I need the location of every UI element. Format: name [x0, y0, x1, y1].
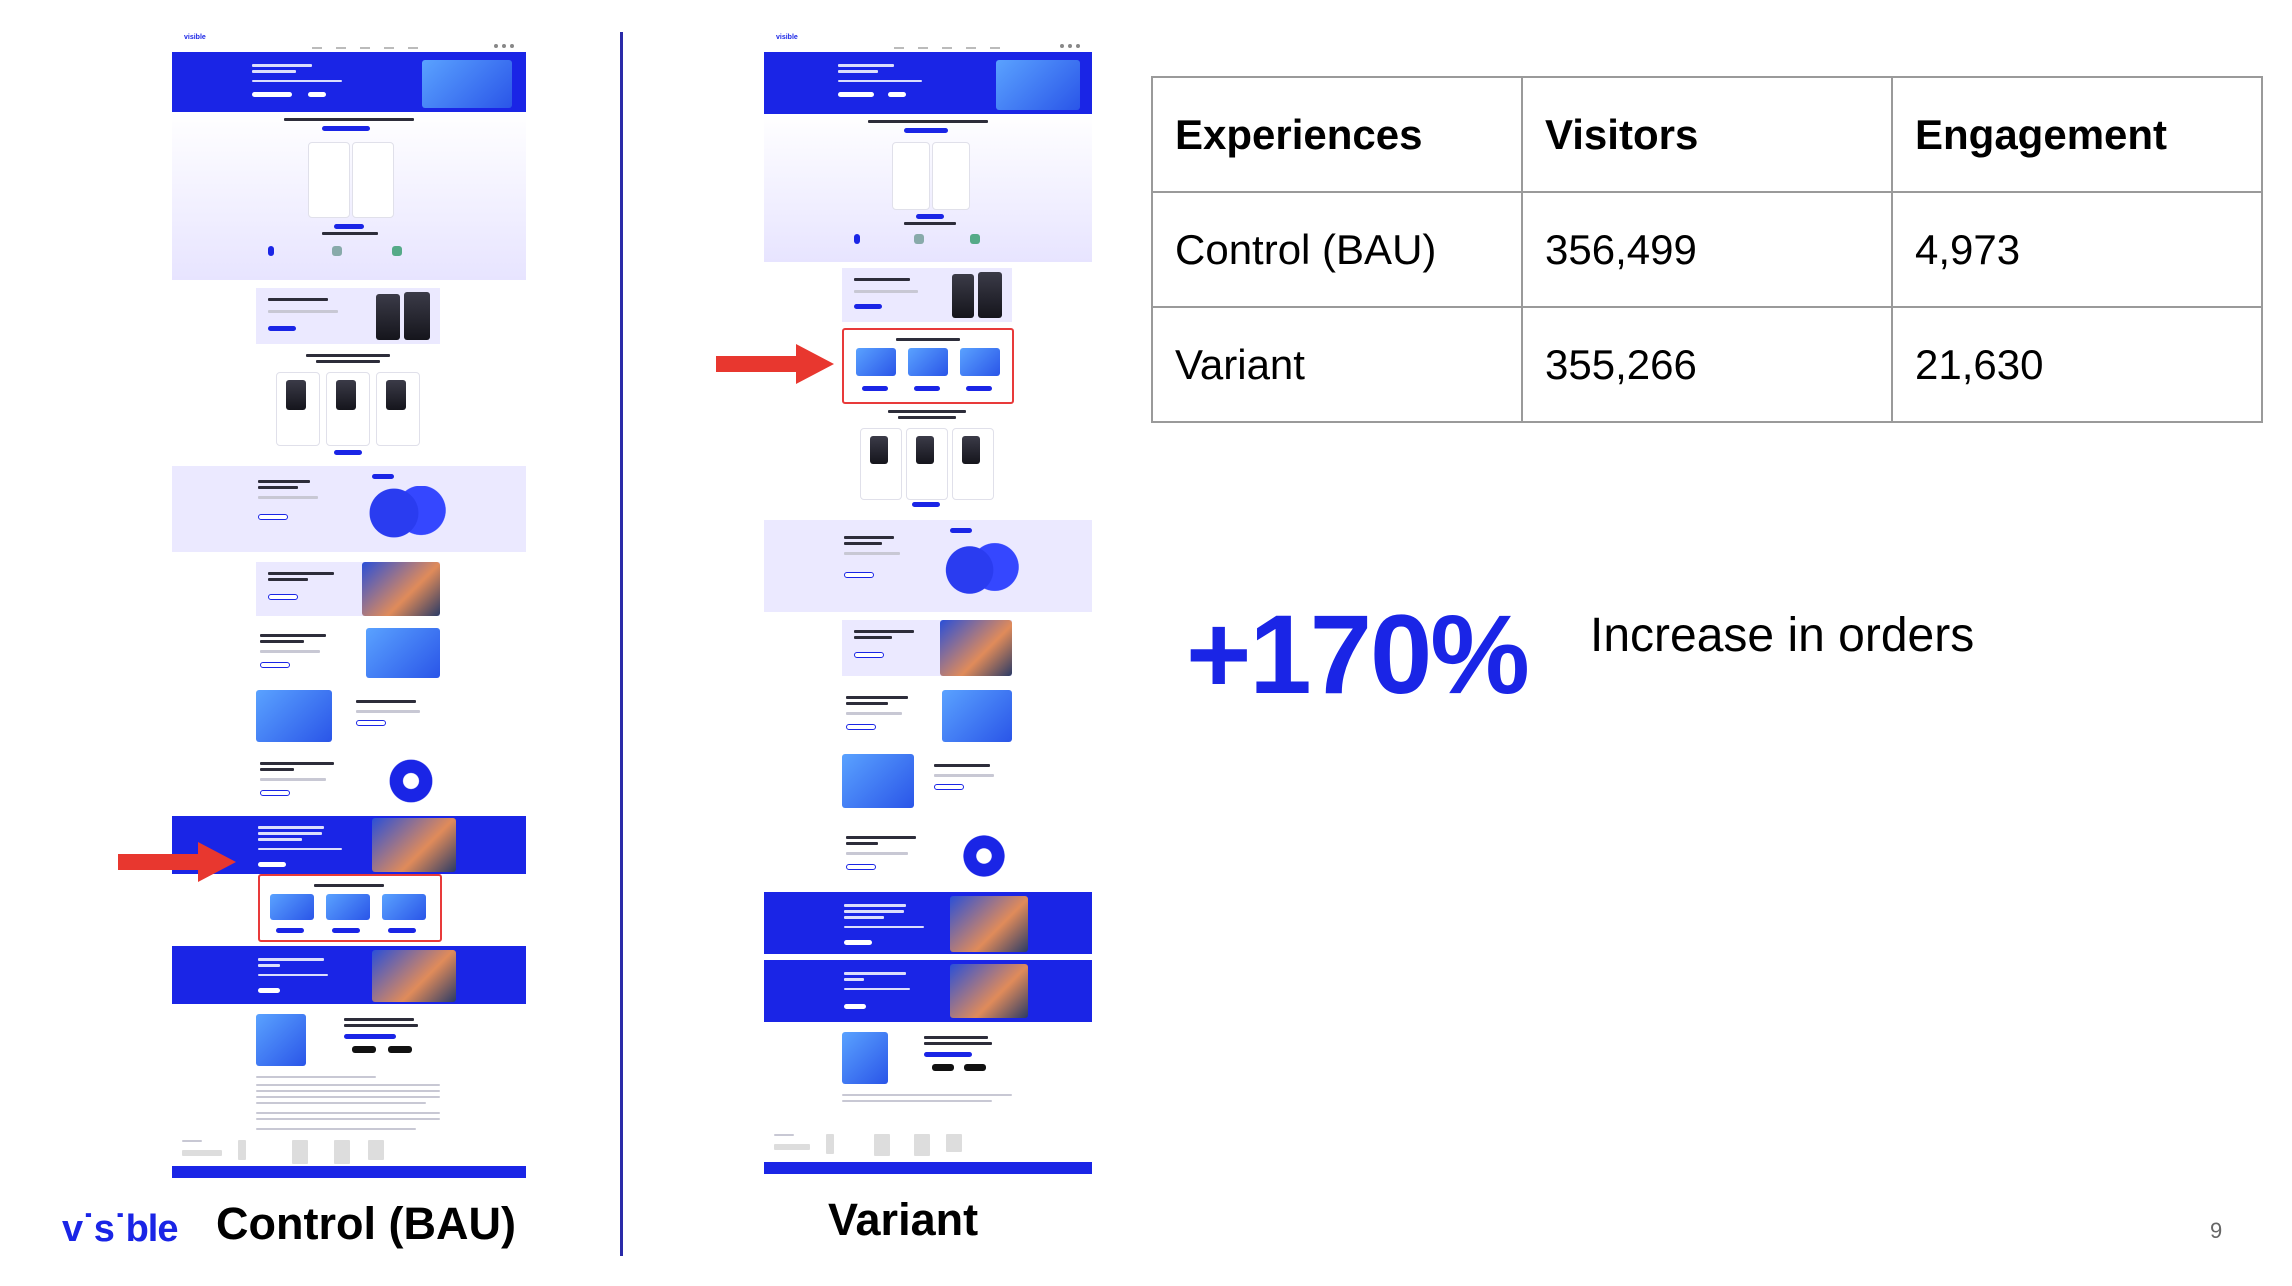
table-header-row: Experiences Visitors Engagement	[1151, 76, 2263, 193]
variant-trial-section	[842, 828, 1012, 884]
table-cell: Variant	[1151, 306, 1523, 423]
variant-layoffs-section	[764, 892, 1092, 954]
variant-footer-links	[774, 1106, 1090, 1160]
variant-hero-section	[764, 52, 1092, 114]
control-refer-section	[172, 946, 526, 1004]
thumbnail-nav: visible	[172, 30, 526, 49]
table-header-cell: Engagement	[1891, 76, 2263, 193]
control-page-thumbnail: visible	[172, 30, 526, 1178]
control-trade-in-section	[256, 626, 440, 680]
variant-deals-section	[842, 754, 1012, 808]
variant-plans-section	[764, 114, 1092, 262]
variant-trade-in-section	[842, 688, 1012, 744]
table-header-cell: Experiences	[1151, 76, 1523, 193]
control-reviews-section	[256, 1012, 440, 1068]
variant-label: Variant	[828, 1194, 979, 1245]
table-cell: 355,266	[1521, 306, 1893, 423]
thumbnail-nav: visible	[764, 30, 1092, 49]
control-deals-section	[256, 690, 440, 742]
control-hero-section	[172, 52, 526, 112]
visible-logo: v˙s˙ble	[62, 1208, 178, 1250]
table-header-cell: Visitors	[1521, 76, 1893, 193]
panel-divider	[620, 32, 623, 1256]
table-cell: 21,630	[1891, 306, 2263, 423]
control-arrow-icon	[118, 842, 236, 882]
results-table: Experiences Visitors Engagement Control …	[1151, 76, 2263, 423]
variant-legal-text	[842, 1092, 1012, 1122]
variant-three-ways-section	[844, 332, 1010, 400]
variant-network-section	[764, 520, 1092, 612]
variant-highlight-box	[842, 328, 1014, 404]
increase-caption: Increase in orders	[1590, 609, 1975, 662]
control-affordable-section	[256, 562, 440, 616]
thumbnail-logo: visible	[184, 34, 206, 41]
table-cell: 4,973	[1891, 191, 2263, 308]
table-cell: 356,499	[1521, 191, 1893, 308]
increase-percentage: +170%	[1186, 592, 1530, 717]
variant-google-promo	[842, 268, 1012, 322]
variant-reviews-section	[842, 1030, 1012, 1086]
table-row: Variant 355,266 21,630	[1151, 306, 2263, 423]
control-legal-text	[256, 1074, 440, 1138]
control-trial-section	[256, 754, 440, 808]
control-footer-bar	[172, 1166, 526, 1178]
control-google-promo	[256, 288, 440, 344]
variant-refer-section	[764, 960, 1092, 1022]
control-network-section	[172, 466, 526, 552]
control-plans-section	[172, 112, 526, 280]
variant-footer-bar	[764, 1162, 1092, 1174]
table-row: Control (BAU) 356,499 4,973	[1151, 191, 2263, 308]
variant-affordable-section	[842, 620, 1012, 676]
control-three-ways-section	[256, 878, 440, 940]
variant-arrow-icon	[716, 344, 834, 384]
control-label: Control (BAU)	[216, 1198, 516, 1249]
variant-latest-phones	[842, 406, 1012, 512]
table-cell: Control (BAU)	[1151, 191, 1523, 308]
control-latest-phones	[256, 350, 440, 460]
control-highlight-box	[258, 874, 442, 942]
thumbnail-logo: visible	[776, 34, 798, 41]
page-number: 9	[2210, 1218, 2223, 1243]
variant-page-thumbnail: visible	[764, 30, 1092, 1174]
control-footer-links	[182, 1110, 522, 1166]
